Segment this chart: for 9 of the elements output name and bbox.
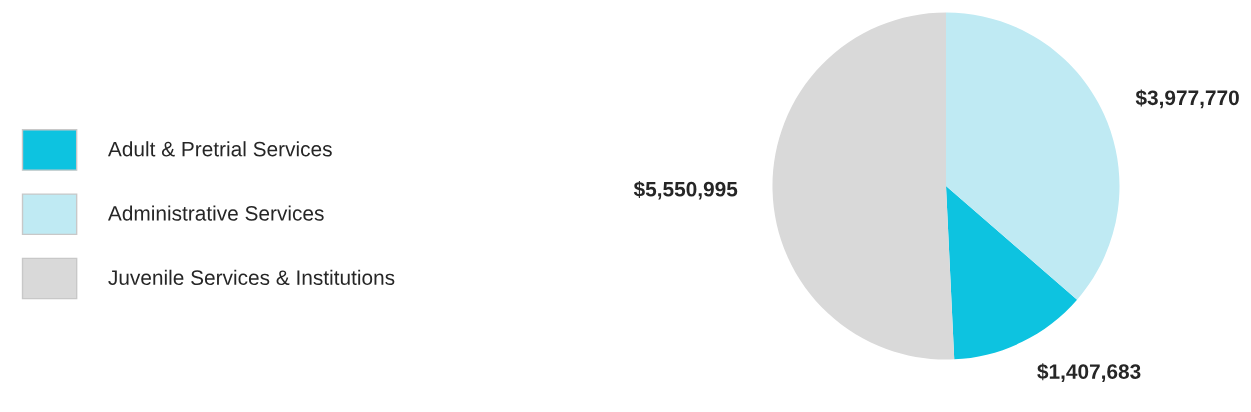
pie-slice — [946, 12, 1120, 300]
pie-slice — [946, 186, 1078, 360]
legend-label: Adult & Pretrial Services — [107, 141, 332, 157]
data-label: $3,977,770 — [1135, 89, 1239, 109]
data-label: $5,550,995 — [633, 180, 738, 200]
legend-label: Juvenile Services & Institutions — [108, 269, 395, 286]
pie-slice — [772, 12, 955, 360]
data-label: $1,407,683 — [1037, 363, 1141, 382]
legend-label: Administrative Services — [107, 205, 324, 221]
